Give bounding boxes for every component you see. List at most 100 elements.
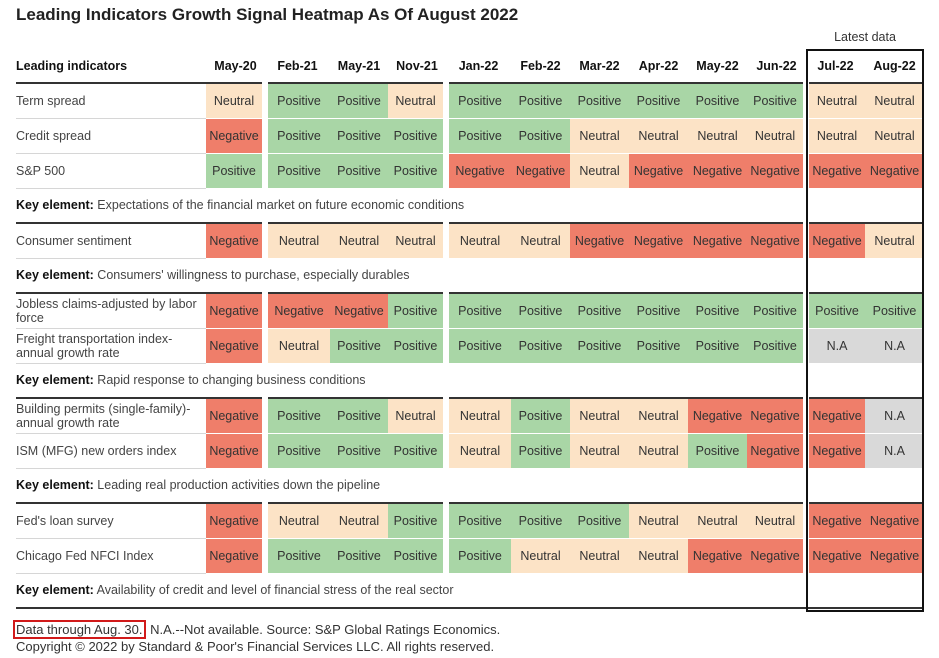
key-element-text: Key element: Rapid response to changing … [16, 363, 806, 399]
signal-cell-neutral: Neutral [206, 83, 265, 119]
key-element-text: Key element: Expectations of the financi… [16, 188, 806, 224]
chart-title: Leading Indicators Growth Signal Heatmap… [16, 5, 519, 24]
signal-cell-neutral: Neutral [388, 83, 446, 119]
indicator-row: Building permits (single-family)-annual … [16, 398, 924, 434]
signal-cell-positive: Positive [443, 328, 511, 364]
key-element-text: Key element: Availability of credit and … [16, 573, 806, 609]
key-element-description: Consumers' willingness to purchase, espe… [97, 268, 410, 283]
signal-cell-negative: Negative [206, 223, 265, 259]
signal-cell-negative: Negative [206, 328, 265, 364]
indicator-name: Credit spread [16, 118, 206, 154]
signal-cell-negative: Negative [803, 223, 865, 259]
signal-cell-positive: Positive [865, 293, 924, 329]
key-element-spacer [806, 573, 924, 609]
signal-cell-negative: Negative [206, 538, 265, 574]
signal-cell-neutral: Neutral [865, 118, 924, 154]
signal-cell-positive: Positive [443, 293, 511, 329]
signal-cell-negative: Negative [688, 153, 747, 189]
key-element-text: Key element: Consumers' willingness to p… [16, 258, 806, 294]
signal-cell-neutral: Neutral [803, 118, 865, 154]
signal-cell-positive: Positive [388, 538, 446, 574]
signal-cell-positive: Positive [262, 118, 330, 154]
signal-cell-positive: Positive [570, 293, 629, 329]
indicator-row: S&P 500 Positive Positive Positive Positive N… [16, 153, 924, 189]
signal-cell-neutral: Neutral [629, 118, 688, 154]
signal-cell-neutral: Neutral [747, 118, 806, 154]
signal-cell-neutral: Neutral [570, 153, 629, 189]
key-element-spacer [806, 258, 924, 294]
signal-cell-neutral: Neutral [443, 398, 511, 434]
indicator-name: Jobless claims-adjusted by labor force [16, 293, 206, 329]
key-element-row: Key element: Availability of credit and … [16, 573, 924, 609]
signal-cell-negative: Negative [629, 223, 688, 259]
indicator-row: Term spread Neutral Positive Positive Neutra… [16, 83, 924, 119]
footnote-source: N.A.--Not available. Source: S&P Global … [146, 622, 501, 637]
signal-cell-negative: Negative [803, 153, 865, 189]
signal-cell-negative: Negative [330, 293, 388, 329]
column-header-nov-21: Nov-21 [388, 50, 446, 84]
column-header-feb-22: Feb-22 [511, 50, 570, 84]
signal-cell-neutral: Neutral [570, 538, 629, 574]
signal-cell-positive: Positive [511, 503, 570, 539]
signal-cell-positive: Positive [330, 118, 388, 154]
signal-cell-positive: Positive [688, 433, 747, 469]
signal-cell-negative: Negative [865, 153, 924, 189]
signal-cell-n-a: N.A [865, 328, 924, 364]
signal-cell-positive: Positive [388, 433, 446, 469]
signal-cell-negative: Negative [865, 503, 924, 539]
signal-cell-negative: Negative [688, 223, 747, 259]
signal-cell-neutral: Neutral [570, 398, 629, 434]
signal-cell-positive: Positive [688, 83, 747, 119]
signal-cell-neutral: Neutral [629, 538, 688, 574]
column-header-jan-22: Jan-22 [446, 50, 511, 84]
signal-cell-positive: Positive [629, 83, 688, 119]
column-header-jul-22: Jul-22 [806, 50, 865, 84]
indicator-name: Freight transportation index-annual grow… [16, 328, 206, 364]
signal-cell-positive: Positive [511, 83, 570, 119]
signal-cell-negative: Negative [206, 293, 265, 329]
signal-cell-neutral: Neutral [570, 433, 629, 469]
key-element-description: Rapid response to changing business cond… [97, 373, 366, 388]
signal-cell-positive: Positive [747, 328, 806, 364]
signal-cell-positive: Positive [747, 83, 806, 119]
signal-cell-neutral: Neutral [865, 83, 924, 119]
signal-cell-positive: Positive [262, 153, 330, 189]
key-element-row: Key element: Leading real production act… [16, 468, 924, 504]
indicator-row: Chicago Fed NFCI Index Negative Positive Po… [16, 538, 924, 574]
signal-cell-positive: Positive [262, 433, 330, 469]
signal-cell-positive: Positive [629, 293, 688, 329]
header-row: Leading indicators May-20 Feb-21 May-21 Nov… [16, 50, 924, 84]
signal-cell-positive: Positive [330, 83, 388, 119]
signal-cell-n-a: N.A [865, 433, 924, 469]
signal-cell-neutral: Neutral [688, 118, 747, 154]
indicator-row: ISM (MFG) new orders index Negative Positi… [16, 433, 924, 469]
key-element-label: Key element: [16, 478, 94, 493]
signal-cell-negative: Negative [803, 538, 865, 574]
signal-cell-positive: Positive [443, 538, 511, 574]
key-element-label: Key element: [16, 268, 94, 283]
key-element-label: Key element: [16, 198, 94, 213]
signal-cell-negative: Negative [803, 433, 865, 469]
signal-cell-positive: Positive [443, 118, 511, 154]
key-element-label: Key element: [16, 583, 94, 598]
key-element-spacer [806, 188, 924, 224]
signal-cell-positive: Positive [262, 83, 330, 119]
key-element-spacer [806, 468, 924, 504]
signal-cell-negative: Negative [262, 293, 330, 329]
signal-cell-neutral: Neutral [747, 503, 806, 539]
signal-cell-positive: Positive [511, 328, 570, 364]
signal-cell-neutral: Neutral [511, 223, 570, 259]
column-header-may-22: May-22 [688, 50, 747, 84]
key-element-row: Key element: Consumers' willingness to p… [16, 258, 924, 294]
signal-cell-negative: Negative [747, 153, 806, 189]
signal-cell-negative: Negative [747, 398, 806, 434]
signal-cell-negative: Negative [206, 433, 265, 469]
signal-cell-neutral: Neutral [629, 398, 688, 434]
signal-cell-neutral: Neutral [330, 223, 388, 259]
signal-cell-neutral: Neutral [388, 398, 446, 434]
footnote-copyright: Copyright © 2022 by Standard & Poor's Fi… [16, 639, 495, 654]
signal-cell-negative: Negative [747, 223, 806, 259]
signal-cell-positive: Positive [206, 153, 265, 189]
signal-cell-neutral: Neutral [629, 503, 688, 539]
signal-cell-negative: Negative [206, 503, 265, 539]
